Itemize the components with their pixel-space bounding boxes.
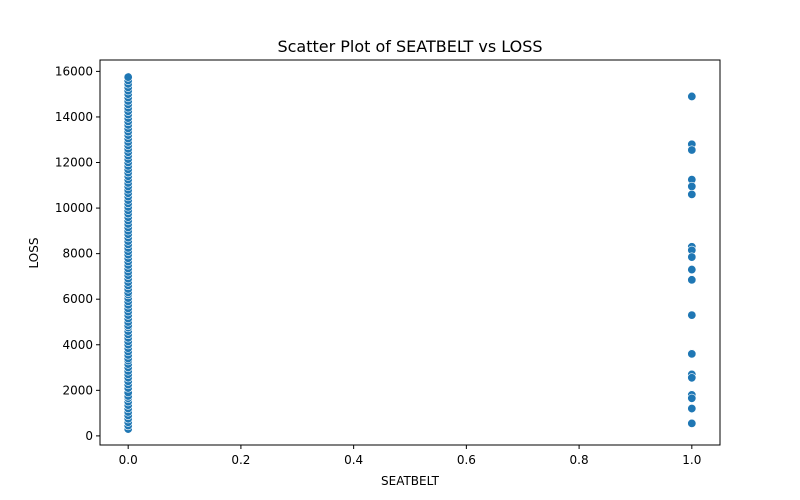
scatter-point — [687, 349, 697, 359]
scatter-point — [687, 275, 697, 285]
y-tick-label: 8000 — [62, 247, 93, 261]
y-tick-label: 6000 — [62, 292, 93, 306]
scatter-point — [687, 91, 697, 101]
scatter-point — [687, 181, 697, 191]
chart-title: Scatter Plot of SEATBELT vs LOSS — [277, 37, 542, 56]
x-tick-label: 0.0 — [119, 453, 138, 467]
plot-frame — [99, 59, 721, 446]
y-tick-label: 14000 — [55, 110, 93, 124]
y-tick-label: 10000 — [55, 201, 93, 215]
scatter-point — [687, 252, 697, 262]
scatter-point — [687, 418, 697, 428]
scatter-point — [687, 373, 697, 383]
y-tick-label: 0 — [85, 429, 93, 443]
x-axis-label: SEATBELT — [381, 474, 440, 488]
x-axis: 0.0 0.2 0.4 0.6 0.8 1.0 — [119, 445, 701, 467]
x-tick-label: 1.0 — [682, 453, 701, 467]
scatter-point — [687, 265, 697, 275]
y-axis-label: LOSS — [27, 238, 41, 269]
y-tick-label: 2000 — [62, 383, 93, 397]
y-tick-label: 12000 — [55, 156, 93, 170]
scatter-point — [687, 393, 697, 403]
x-tick-label: 0.2 — [231, 453, 250, 467]
x-tick-label: 0.6 — [457, 453, 476, 467]
x-tick-label: 0.8 — [570, 453, 589, 467]
scatter-point — [687, 310, 697, 320]
y-tick-label: 16000 — [55, 64, 93, 78]
data-points — [123, 72, 697, 434]
x-tick-label: 0.4 — [344, 453, 363, 467]
scatter-point — [123, 72, 133, 82]
y-axis: 0 2000 4000 6000 8000 10000 12000 14000 16000 — [55, 64, 100, 443]
scatter-point — [687, 189, 697, 199]
scatter-point — [687, 404, 697, 414]
scatter-point — [687, 145, 697, 155]
y-tick-label: 4000 — [62, 338, 93, 352]
plot-area: 0.0 0.2 0.4 0.6 0.8 1.0 0 2000 4000 6000 8000 1000… — [55, 59, 721, 467]
